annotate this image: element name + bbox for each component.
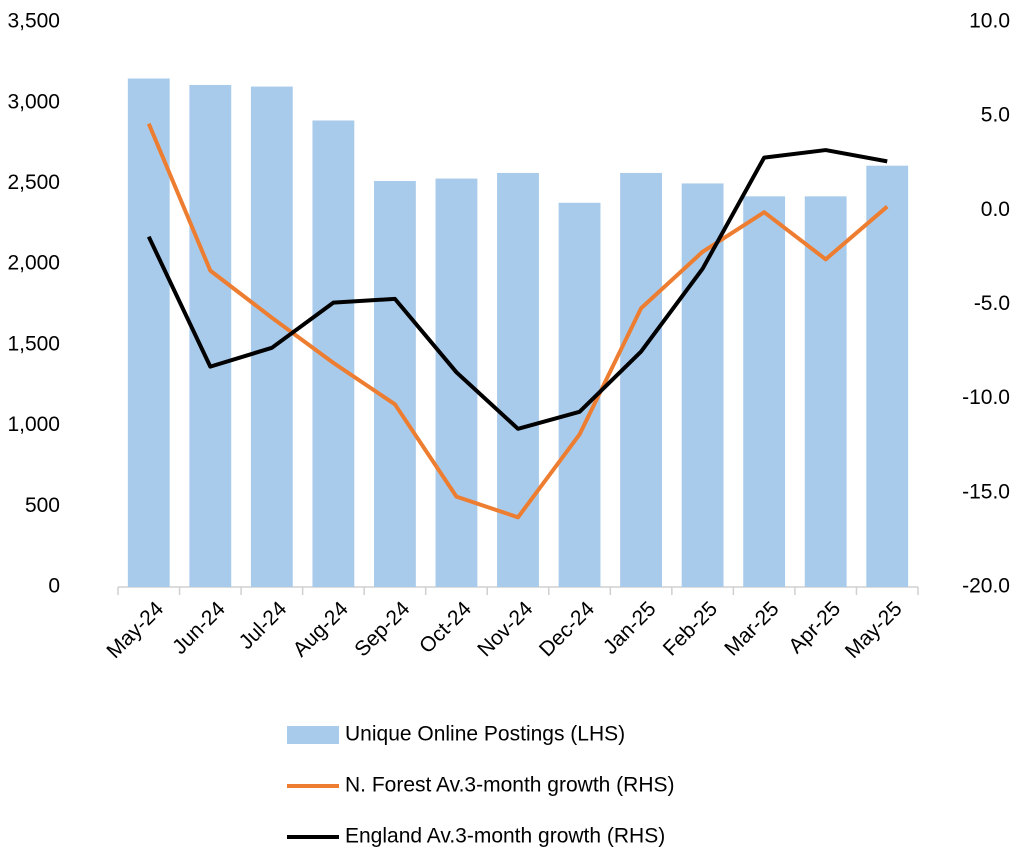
x-tick-label: Aug-24	[289, 597, 353, 661]
y-tick-label: 1,000	[7, 413, 60, 436]
y2-tick-label: -10.0	[962, 386, 1010, 409]
bar	[743, 196, 786, 588]
x-tick-label: Apr-25	[784, 597, 845, 658]
x-tick-label: May-25	[841, 597, 907, 663]
legend-label: N. Forest Av.3-month growth (RHS)	[345, 774, 675, 797]
bar	[558, 202, 601, 588]
bar	[866, 165, 909, 587]
y2-tick-label: 10.0	[969, 10, 1010, 33]
x-tick-label: Dec-24	[535, 597, 599, 661]
x-tick-label: Jan-25	[599, 597, 661, 659]
bar	[127, 78, 170, 587]
x-tick-label: Oct-24	[415, 597, 476, 658]
y-tick-label: 2,500	[7, 171, 60, 194]
y-tick-label: 1,500	[7, 332, 60, 355]
legend-label: England Av.3-month growth (RHS)	[345, 825, 665, 848]
y-tick-label: 2,000	[7, 252, 60, 275]
bar	[435, 178, 478, 588]
x-tick-label: May-24	[102, 597, 168, 663]
y-tick-label: 0	[48, 575, 60, 598]
y2-tick-label: -15.0	[962, 480, 1010, 503]
legend-label: Unique Online Postings (LHS)	[345, 723, 625, 746]
bar	[374, 181, 416, 587]
y2-tick-label: -5.0	[974, 292, 1010, 315]
line	[146, 122, 889, 520]
bar	[804, 196, 847, 588]
bar	[497, 172, 539, 587]
x-tick-label: Mar-25	[720, 597, 783, 660]
y2-tick-label: 5.0	[981, 104, 1010, 127]
y-tick-label: 3,000	[7, 90, 60, 113]
x-tick-label: Sep-24	[350, 597, 414, 661]
x-tick-label: Nov-24	[473, 597, 537, 661]
line	[146, 148, 888, 431]
y2-tick-label: 0.0	[981, 198, 1010, 221]
y-tick-label: 500	[25, 494, 60, 517]
bar	[620, 172, 662, 587]
legend-swatch	[287, 726, 339, 744]
x-tick-label: Jul-24	[235, 597, 292, 654]
x-tick-label: Feb-25	[659, 597, 722, 660]
x-tick-label: Jun-24	[168, 597, 230, 659]
y-tick-label: 3,500	[7, 10, 60, 33]
y2-tick-label: -20.0	[962, 575, 1010, 598]
